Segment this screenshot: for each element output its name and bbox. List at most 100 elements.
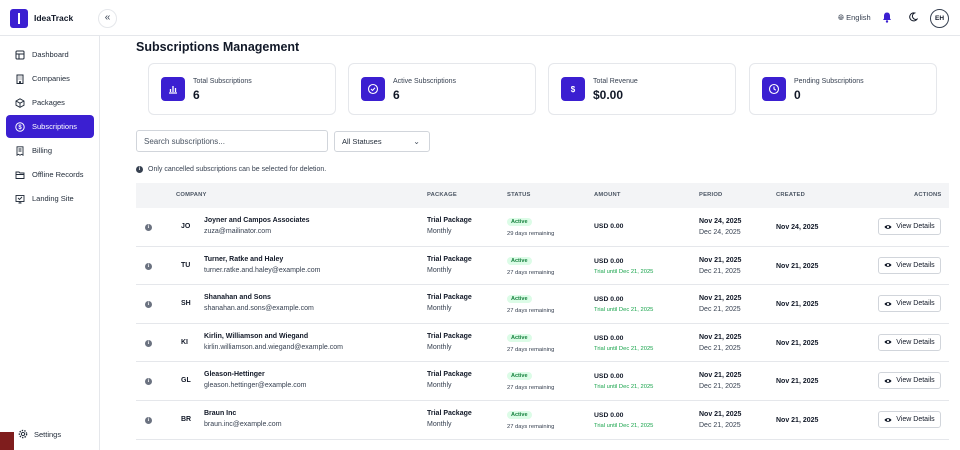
- billing-cycle: Monthly: [427, 382, 452, 390]
- receipt-icon: [16, 145, 24, 156]
- days-remaining: 29 days remaining: [507, 231, 555, 237]
- bar-chart-icon: [161, 77, 185, 101]
- gear-icon: [18, 429, 28, 439]
- stat-label: Total Revenue: [593, 78, 638, 85]
- amount-value: USD 0.00: [594, 296, 624, 304]
- package-name: Trial Package: [427, 410, 472, 417]
- created-date: Nov 21, 2025: [776, 262, 819, 270]
- stat-label: Pending Subscriptions: [794, 78, 864, 85]
- info-icon[interactable]: i: [145, 339, 152, 347]
- info-icon: i: [136, 166, 143, 173]
- column-header-created[interactable]: CREATED: [776, 192, 805, 198]
- company-email: shanahan.and.sons@example.com: [204, 305, 314, 313]
- period-start: Nov 24, 2025: [699, 218, 742, 225]
- table-row[interactable]: i TU Turner, Ratke and Haley turner.ratk…: [136, 247, 949, 286]
- billing-cycle: Monthly: [427, 421, 452, 428]
- days-remaining: 27 days remaining: [507, 346, 555, 353]
- view-details-label: View Details: [896, 300, 935, 308]
- billing-cycle: Monthly: [427, 228, 452, 235]
- collapse-sidebar-button[interactable]: «: [98, 9, 117, 28]
- column-header-amount[interactable]: AMOUNT: [594, 192, 621, 198]
- view-details-label: View Details: [896, 416, 935, 423]
- sidebar-item-settings[interactable]: Settings: [18, 429, 61, 439]
- theme-toggle-button[interactable]: [908, 12, 919, 24]
- column-header-company[interactable]: COMPANY: [176, 192, 207, 198]
- amount-value: USD 0.00: [594, 373, 624, 381]
- notifications-button[interactable]: [882, 12, 892, 25]
- status-badge: Active: [507, 372, 532, 381]
- days-remaining: 27 days remaining: [507, 308, 555, 315]
- view-details-button[interactable]: View Details: [878, 333, 941, 351]
- column-header-package[interactable]: PACKAGE: [427, 192, 457, 198]
- column-header-status[interactable]: STATUS: [507, 192, 531, 198]
- eye-icon: [884, 417, 892, 422]
- column-header-period[interactable]: PERIOD: [699, 192, 723, 198]
- view-details-label: View Details: [896, 377, 935, 385]
- period-end: Dec 24, 2025: [699, 229, 741, 236]
- table-row[interactable]: i JO Joyner and Campos Associates zuza@m…: [136, 208, 949, 247]
- stat-label: Total Subscriptions: [193, 78, 252, 85]
- deletion-note-text: Only cancelled subscriptions can be sele…: [148, 166, 327, 173]
- table-row[interactable]: i KI Kirlin, Williamson and Wiegand kirl…: [136, 324, 949, 363]
- user-avatar[interactable]: EH: [930, 9, 949, 28]
- language-selector[interactable]: 🌐︎ English: [838, 13, 871, 23]
- status-filter-select[interactable]: All Statuses ⌄: [334, 131, 430, 152]
- app-logo[interactable]: [10, 9, 28, 28]
- sidebar-item-label: Packages: [32, 98, 65, 107]
- language-label: English: [846, 13, 871, 22]
- company-name: Shanahan and Sons: [204, 294, 271, 302]
- table-row[interactable]: i BR Braun Inc braun.inc@example.com Tri…: [136, 401, 949, 440]
- created-date: Nov 21, 2025: [776, 301, 819, 309]
- trial-until: Trial until Dec 21, 2025: [594, 345, 654, 352]
- svg-text:$: $: [18, 125, 22, 131]
- monitor-icon: [15, 194, 25, 203]
- eye-icon: [884, 224, 892, 229]
- info-icon[interactable]: i: [145, 301, 152, 309]
- created-date: Nov 21, 2025: [776, 378, 819, 386]
- view-details-button[interactable]: View Details: [878, 295, 941, 313]
- sidebar-item-dashboard[interactable]: Dashboard: [6, 43, 94, 66]
- sidebar-item-landing-site[interactable]: Landing Site: [6, 187, 94, 210]
- stat-card-pending-subscriptions: Pending Subscriptions 0: [749, 63, 937, 115]
- company-initials: JO: [181, 223, 191, 230]
- sidebar-item-offline-records[interactable]: Offline Records: [6, 163, 94, 186]
- double-chevron-left-icon: «: [104, 12, 111, 23]
- folder-icon: [15, 171, 25, 179]
- moon-icon: [909, 12, 919, 22]
- sidebar-item-subscriptions[interactable]: $ Subscriptions: [6, 115, 94, 138]
- view-details-button[interactable]: View Details: [878, 256, 941, 274]
- company-name: Kirlin, Williamson and Wiegand: [204, 332, 309, 340]
- sidebar-item-companies[interactable]: Companies: [6, 67, 94, 90]
- view-details-button[interactable]: View Details: [878, 411, 941, 428]
- table-row[interactable]: i GL Gleason-Hettinger gleason.hettinger…: [136, 362, 949, 401]
- search-input[interactable]: [136, 130, 328, 152]
- stat-value: 0: [794, 88, 801, 102]
- column-header-actions: ACTIONS: [914, 192, 942, 198]
- trial-until: Trial until Dec 21, 2025: [594, 268, 654, 275]
- info-icon[interactable]: i: [145, 378, 152, 386]
- view-details-button[interactable]: View Details: [878, 372, 941, 390]
- package-name: Trial Package: [427, 332, 472, 340]
- info-icon[interactable]: i: [145, 262, 152, 270]
- sidebar-item-packages[interactable]: Packages: [6, 91, 94, 114]
- trial-until: Trial until Dec 21, 2025: [594, 423, 654, 429]
- check-circle-icon: [361, 77, 385, 101]
- stat-card-total-revenue: $ Total Revenue $0.00: [548, 63, 736, 115]
- created-date: Nov 21, 2025: [776, 339, 819, 347]
- globe-icon: 🌐︎: [838, 13, 847, 22]
- view-details-button[interactable]: View Details: [878, 218, 941, 235]
- info-icon[interactable]: i: [145, 417, 152, 424]
- table-row[interactable]: i SH Shanahan and Sons shanahan.and.sons…: [136, 285, 949, 324]
- view-details-label: View Details: [896, 261, 935, 269]
- status-badge: Active: [507, 333, 532, 342]
- sidebar-item-billing[interactable]: Billing: [6, 139, 94, 162]
- info-icon[interactable]: i: [145, 224, 152, 231]
- dashboard-icon: [15, 50, 25, 59]
- sidebar: Dashboard Companies Packages $ Subscript…: [0, 36, 100, 450]
- status-badge: Active: [507, 218, 532, 226]
- view-details-label: View Details: [896, 223, 935, 230]
- company-email: zuza@mailinator.com: [204, 228, 272, 235]
- company-initials: BR: [181, 416, 192, 423]
- days-remaining: 27 days remaining: [507, 424, 555, 430]
- sidebar-item-label: Landing Site: [32, 194, 74, 203]
